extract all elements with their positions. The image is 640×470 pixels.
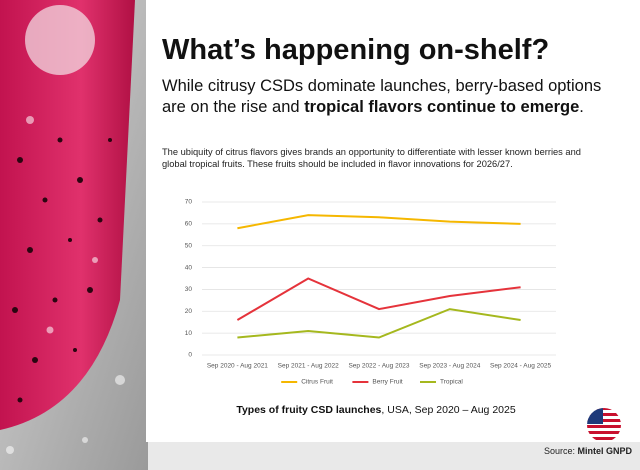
legend-label: Tropical xyxy=(440,379,463,386)
x-tick-label: Sep 2024 - Aug 2025 xyxy=(490,363,551,370)
y-tick-label: 50 xyxy=(185,242,193,249)
y-tick-label: 0 xyxy=(188,352,192,359)
usa-flag-icon xyxy=(587,408,621,442)
y-tick-label: 30 xyxy=(185,286,193,293)
source: Source: Mintel GNPD xyxy=(544,446,632,456)
caption-emphasis: Types of fruity CSD launches xyxy=(236,404,382,416)
legend-label: Citrus Fruit xyxy=(301,379,333,386)
title: What’s happening on-shelf? xyxy=(162,34,550,66)
drink-photo xyxy=(0,0,148,470)
y-tick-label: 70 xyxy=(185,199,193,206)
y-tick-label: 20 xyxy=(185,308,193,315)
y-tick-label: 40 xyxy=(185,264,193,271)
x-tick-label: Sep 2021 - Aug 2022 xyxy=(278,363,339,370)
x-tick-label: Sep 2023 - Aug 2024 xyxy=(419,363,480,370)
series-line xyxy=(237,308,521,339)
content-panel xyxy=(146,0,640,442)
body-text: The ubiquity of citrus flavors gives bra… xyxy=(162,147,581,169)
chart: 0 10 20 30 40 50 60 70 Sep 2020 - Aug 2021 Sep 20… xyxy=(185,199,556,386)
subtitle-text: While citrusy CSDs dominate launches, be… xyxy=(162,77,602,116)
chart-caption: Types of fruity CSD launches, USA, Sep 2… xyxy=(146,404,606,416)
series-line xyxy=(236,277,521,321)
x-tick-label: Sep 2022 - Aug 2023 xyxy=(348,363,409,370)
x-tick-label: Sep 2020 - Aug 2021 xyxy=(207,363,268,370)
series-line xyxy=(237,214,521,230)
source-name: Mintel GNPD xyxy=(577,446,632,456)
y-tick-label: 10 xyxy=(185,330,193,337)
subtitle-emphasis: tropical flavors continue to emerge xyxy=(304,98,580,116)
source-label: Source: xyxy=(543,446,578,456)
subtitle-text: . xyxy=(579,98,584,116)
caption-text: , USA, Sep 2020 – Aug 2025 xyxy=(381,404,516,416)
legend-label: Berry Fruit xyxy=(372,379,403,386)
y-tick-label: 60 xyxy=(185,221,193,228)
subtitle: While citrusy CSDs dominate launches, be… xyxy=(162,76,607,118)
